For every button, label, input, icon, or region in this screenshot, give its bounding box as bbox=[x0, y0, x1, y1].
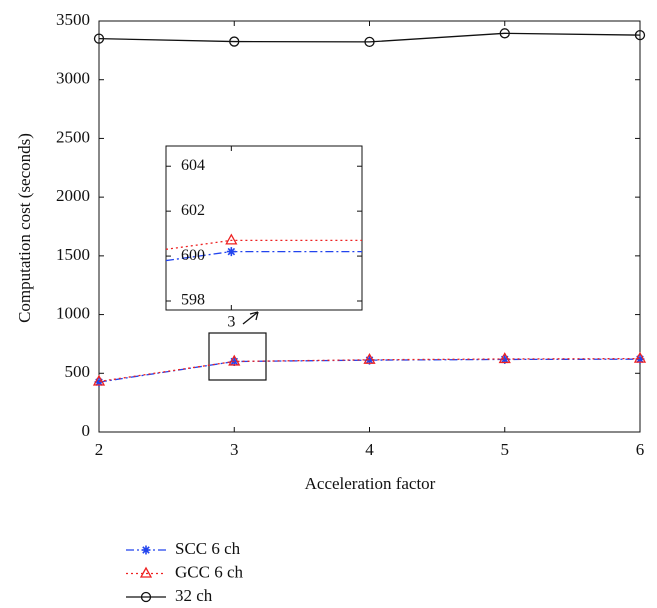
point bbox=[499, 28, 510, 39]
series-line bbox=[98, 357, 641, 383]
point bbox=[634, 29, 646, 41]
point bbox=[229, 36, 240, 47]
legend-label: GCC 6 ch bbox=[175, 562, 244, 581]
zoom-arrow-head bbox=[249, 311, 259, 321]
x-tick-label: 3 bbox=[230, 440, 239, 459]
point bbox=[226, 247, 236, 257]
series-line bbox=[98, 32, 641, 43]
point bbox=[498, 352, 511, 364]
point bbox=[633, 351, 647, 363]
y-tick-label: 1000 bbox=[56, 303, 90, 322]
x-tick-label: 5 bbox=[501, 440, 510, 459]
legend-label: SCC 6 ch bbox=[175, 539, 241, 558]
y-axis-label: Computation cost (seconds) bbox=[15, 133, 34, 323]
y-tick-label: 604 bbox=[181, 157, 205, 174]
legend-marker bbox=[141, 545, 151, 555]
point bbox=[363, 352, 376, 364]
point bbox=[635, 354, 645, 364]
x-tick-label: 2 bbox=[95, 440, 104, 459]
y-tick-label: 0 bbox=[82, 421, 91, 440]
x-axis-label: Acceleration factor bbox=[305, 474, 436, 493]
y-tick-label: 500 bbox=[65, 362, 91, 381]
y-tick-label: 600 bbox=[181, 247, 205, 264]
inset-frame bbox=[165, 145, 363, 311]
x-tick-label: 6 bbox=[636, 440, 645, 459]
point bbox=[228, 354, 241, 366]
zoom-box bbox=[208, 332, 267, 381]
y-tick-label: 602 bbox=[181, 202, 205, 219]
point bbox=[94, 377, 104, 387]
point bbox=[93, 33, 105, 44]
legend-marker bbox=[140, 591, 152, 603]
x-tick-label: 4 bbox=[365, 440, 374, 459]
y-tick-label: 1500 bbox=[56, 245, 90, 264]
point bbox=[500, 354, 510, 364]
y-tick-label: 598 bbox=[181, 292, 205, 309]
x-tick-label: 3 bbox=[227, 314, 235, 331]
legend-marker bbox=[139, 566, 153, 578]
zoom-arrow bbox=[242, 311, 259, 325]
inset-plot bbox=[166, 233, 362, 262]
y-tick-label: 3000 bbox=[56, 69, 90, 88]
y-tick-label: 2500 bbox=[56, 127, 90, 146]
point bbox=[364, 36, 375, 48]
y-tick-label: 3500 bbox=[56, 10, 90, 29]
point bbox=[92, 374, 106, 386]
legend-label: 32 ch bbox=[175, 586, 213, 605]
y-tick-label: 2000 bbox=[56, 186, 90, 205]
point bbox=[225, 233, 238, 245]
series-line bbox=[166, 239, 362, 250]
